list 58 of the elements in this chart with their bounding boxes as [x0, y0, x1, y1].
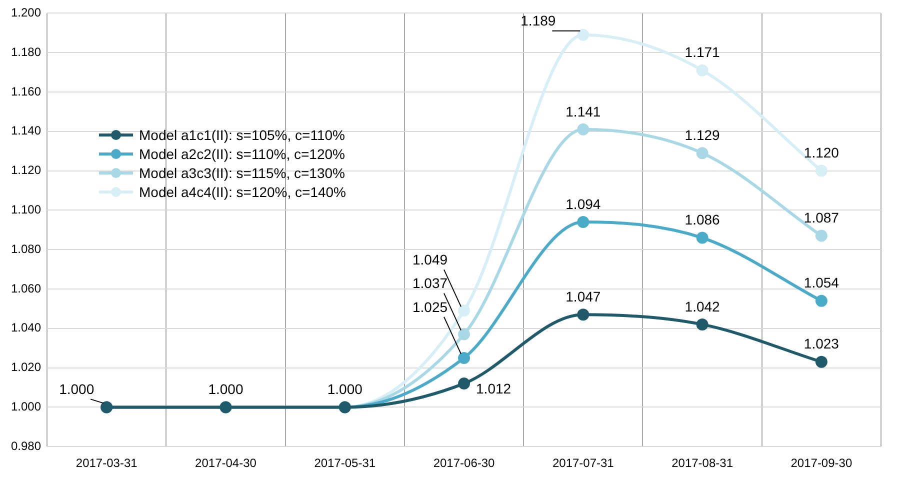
point	[577, 123, 590, 136]
data-label: 1.094	[566, 196, 601, 212]
y-tick-label: 1.200	[11, 6, 42, 20]
x-tick-label: 2017-07-31	[552, 456, 614, 470]
point	[815, 356, 828, 368]
point	[696, 232, 708, 244]
y-tick-label: 0.980	[11, 438, 42, 453]
y-tick-label: 1.180	[11, 44, 42, 59]
x-tick-label: 2017-03-31	[76, 456, 138, 470]
point	[577, 28, 590, 41]
point	[458, 378, 470, 390]
x-tick-label: 2017-09-30	[790, 456, 852, 470]
y-tick-label: 1.120	[11, 163, 42, 178]
y-tick-label: 1.160	[11, 84, 42, 98]
point	[577, 308, 590, 321]
y-tick-label: 1.040	[11, 320, 42, 335]
point	[458, 352, 470, 364]
data-label: 1.049	[412, 252, 448, 268]
data-label: 1.025	[412, 298, 448, 315]
data-label: 1.189	[520, 12, 556, 29]
y-tick-label: 1.020	[11, 360, 42, 374]
y-tick-label: 1.080	[11, 242, 42, 256]
data-label: 1.023	[804, 336, 840, 352]
data-label: 1.012	[476, 380, 512, 396]
point	[696, 64, 708, 76]
legend-label: Model a1c1(II): s=105%, c=110%	[139, 126, 345, 142]
point	[458, 328, 470, 340]
point	[815, 230, 828, 242]
data-label: 1.129	[684, 126, 720, 143]
data-label: 1.000	[327, 381, 363, 398]
point	[815, 164, 828, 177]
legend-label: Model a2c2(II): s=110%, c=120%	[139, 146, 345, 162]
data-label: 1.042	[684, 298, 720, 314]
y-tick-label: 1.100	[11, 202, 42, 217]
point	[815, 294, 828, 307]
legend-label: Model a4c4(II): s=120%, c=140%	[139, 184, 346, 200]
point	[577, 216, 590, 228]
x-tick-label: 2017-08-31	[672, 456, 734, 470]
data-label: 1.000	[59, 381, 94, 398]
data-label: 1.047	[566, 288, 601, 304]
data-label: 1.171	[684, 44, 720, 60]
x-tick-label: 2017-05-31	[314, 456, 376, 470]
x-tick-label: 2017-06-30	[433, 456, 496, 470]
y-tick-label: 1.140	[11, 124, 42, 138]
point	[696, 318, 708, 330]
data-label: 1.037	[412, 275, 448, 292]
point	[458, 304, 470, 317]
point	[696, 147, 708, 160]
y-tick-label: 1.060	[11, 281, 42, 296]
legend-label: Model a3c3(II): s=115%, c=130%	[139, 164, 345, 180]
x-tick-label: 2017-04-30	[195, 456, 257, 470]
data-label: 1.086	[684, 212, 720, 228]
data-label: 1.000	[208, 381, 244, 398]
data-label: 1.120	[804, 144, 840, 161]
data-label: 1.141	[566, 103, 601, 120]
data-label: 1.087	[804, 210, 840, 226]
y-tick-label: 1.000	[11, 400, 42, 414]
data-label: 1.054	[804, 274, 840, 291]
